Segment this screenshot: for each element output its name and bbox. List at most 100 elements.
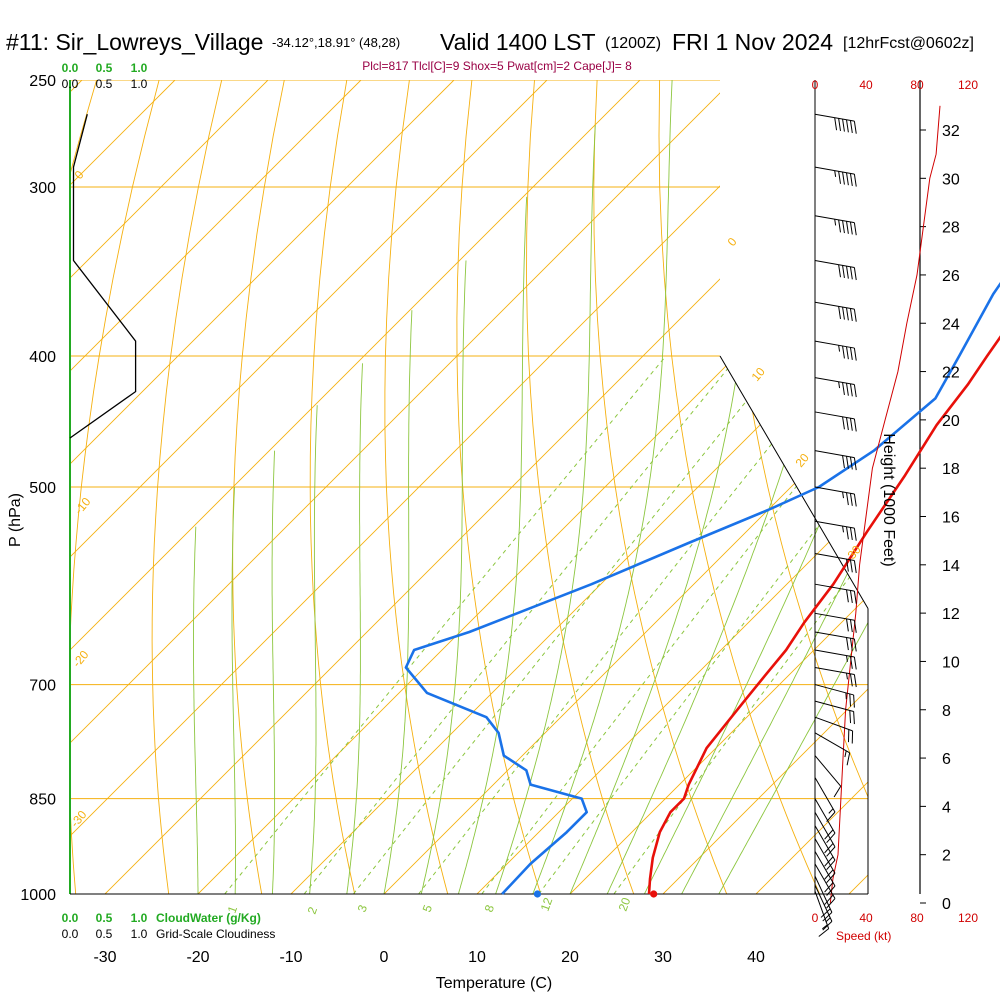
barb-flag [846,119,849,133]
barb-staff [814,863,836,899]
height-tick-label: 6 [942,751,951,768]
mixing-ratio-label: 12 [538,895,556,913]
barb-flag [846,589,849,603]
barb-flag [853,711,855,725]
moist-adiabat [193,526,199,894]
wind-barb [814,777,836,822]
barb-half-flag [842,526,844,533]
height-axis-title: Height (1000 Feet) [880,433,897,566]
barb-flag [849,638,853,651]
speed-scale-bottom: 0 [812,911,819,925]
barb-flag [853,560,857,574]
barb-staff [814,377,855,386]
barb-flag [849,418,853,431]
cloudwater-scale-top: 1.0 [131,61,148,75]
height-tick-label: 2 [942,848,951,865]
temperature-tick-label: 10 [468,949,486,966]
speed-scale-bottom: 40 [859,911,873,925]
barb-flag [853,222,857,236]
wind-barb [814,684,855,708]
barb-staff [814,716,853,732]
barb-flag [824,829,834,840]
barb-staff [814,884,833,922]
barb-half-flag [834,219,837,226]
mixing-ratio-line [481,355,868,894]
barb-flag [842,171,845,185]
barb-half-flag [828,808,834,814]
height-tick-label: 12 [942,606,960,623]
isotherm-line [942,80,1000,894]
barb-flag [842,220,845,234]
dry-adiabat [384,80,449,894]
speed-axis-title: Speed (kt) [836,929,891,943]
moist-adiabat [420,260,467,894]
barb-flag [822,912,833,922]
cloudiness-scale-bottom: 1.0 [131,927,148,941]
wind-barb [814,649,857,670]
isotherm-line [569,80,868,894]
sounding-profiles [69,114,1000,898]
barb-flag [849,590,853,604]
temperature-line [647,335,1000,895]
zulu-time: (1200Z) [605,35,661,52]
temperature-tick-label: -20 [186,949,209,966]
barb-flag [842,382,845,396]
barb-flag [846,266,849,279]
barb-flag [853,267,857,281]
barb-staff [814,411,855,420]
x-axis-title: Temperature (C) [436,975,552,992]
wind-barb [814,583,857,604]
isotherm-label: 10 [749,364,769,383]
barb-staff [814,340,855,349]
barb-staff [814,732,850,754]
barb-flag [853,638,857,652]
barb-flag [846,221,849,234]
moist-adiabat [309,405,318,894]
height-tick-label: 8 [942,703,951,720]
wind-panel [814,105,941,937]
barb-flag [849,347,853,360]
barb-half-flag [838,381,841,389]
wind-barb [814,798,836,844]
barb-flag [846,492,849,506]
barb-flag [849,619,853,633]
barb-staff [814,825,836,861]
pressure-tick-label: 500 [29,480,56,497]
barb-flag [846,307,849,321]
isotherm-line [755,80,868,894]
mixing-ratio-label: 8 [482,903,498,914]
barb-staff [814,777,836,813]
barb-flag [820,908,831,918]
moist-adiabat [644,80,868,894]
station-title: #11: Sir_Lowreys_Village [6,29,263,55]
mixing-ratio-line [418,355,842,894]
barb-flag [853,347,857,361]
height-tick-label: 18 [942,461,960,478]
isotherm-line [70,80,641,894]
barb-flag [853,674,857,688]
barb-flag [842,416,845,430]
barb-flag [849,173,853,186]
wind-barb [814,716,854,744]
isotherm-line [70,80,827,894]
mixing-ratio-line [303,355,739,894]
barb-flag [853,309,857,322]
moist-adiabat [271,450,276,894]
height-tick-label: 28 [942,220,960,237]
barb-flag [826,859,836,871]
barb-half-flag [846,673,848,680]
barb-flag [853,457,857,471]
cloudwater-scale-bottom: 0.0 [62,911,79,925]
barb-flag [849,308,853,322]
dry-adiabat [910,80,1000,894]
surface-dewpoint-dot [533,890,542,898]
barb-flag [849,120,853,134]
height-tick-label: 26 [942,268,960,285]
barb-flag [826,898,836,909]
dry-adiabat [658,80,821,894]
barb-flag [846,618,849,632]
barb-half-flag [842,491,844,499]
pressure-tick-label: 850 [29,792,56,809]
adiabat-grid [70,80,1000,894]
cloudwater-scale-top: 0.0 [62,61,79,75]
